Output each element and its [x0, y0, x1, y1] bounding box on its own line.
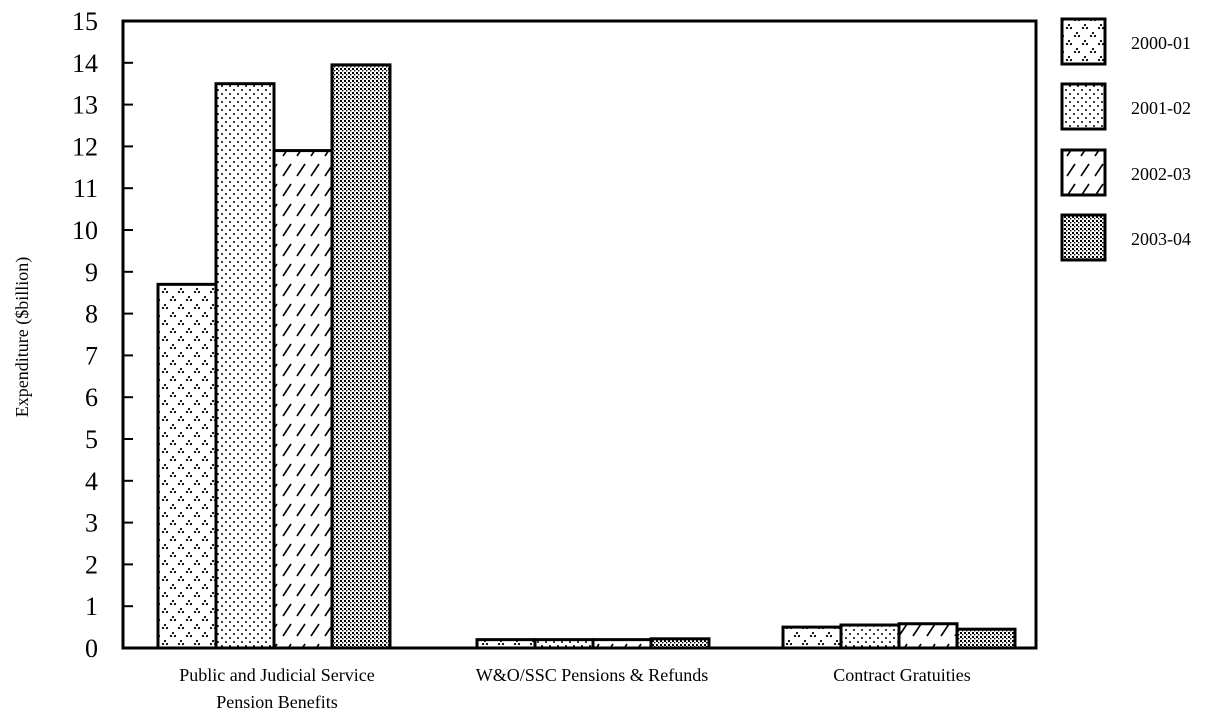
y-tick-label: 7 — [85, 341, 98, 370]
legend-label: 2002-03 — [1131, 164, 1191, 184]
x-category-label: Pension Benefits — [216, 692, 338, 712]
bar-2002-03-2 — [897, 622, 959, 650]
y-tick-label: 8 — [85, 300, 98, 329]
x-axis-labels: Public and Judicial Service Pension Benef… — [179, 665, 970, 712]
y-tick-label: 0 — [85, 634, 98, 663]
legend-label: 2003-04 — [1131, 229, 1191, 249]
y-tick-label: 6 — [85, 383, 98, 412]
y-tick-label: 2 — [85, 550, 98, 579]
x-category-label: Contract Gratuities — [833, 665, 970, 685]
bar-2000-01-1 — [475, 638, 537, 650]
bar-2001-02-1 — [533, 638, 595, 650]
bar-2001-02-0 — [214, 82, 276, 650]
y-tick-label: 5 — [85, 425, 98, 454]
y-tick-label: 11 — [73, 174, 98, 203]
x-category-label: Public and Judicial Service — [179, 665, 374, 685]
bar-2003-04-0 — [330, 63, 392, 650]
y-tick-label: 10 — [72, 216, 98, 245]
legend-swatch — [1060, 213, 1107, 262]
bar-2003-04-1 — [649, 637, 711, 650]
bar-2000-01-2 — [781, 625, 843, 650]
y-tick-label: 3 — [85, 509, 98, 538]
bar-2003-04-2 — [955, 627, 1017, 650]
y-tick-label: 9 — [85, 258, 98, 287]
bar-2001-02-2 — [839, 623, 901, 650]
y-tick-label: 1 — [85, 592, 98, 621]
legend-swatch — [1060, 82, 1107, 131]
x-category-label: W&O/SSC Pensions & Refunds — [476, 665, 709, 685]
legend-label: 2001-02 — [1131, 98, 1191, 118]
bar-2000-01-0 — [156, 282, 218, 650]
y-tick-label: 4 — [85, 467, 98, 496]
legend-swatch — [1060, 148, 1107, 197]
y-tick-label: 14 — [72, 49, 98, 78]
legend: 2000-01 2001-02 2002-03 2003-04 — [1060, 17, 1191, 262]
bars — [156, 63, 1017, 650]
y-tick-label: 12 — [72, 132, 98, 161]
y-tick-label: 13 — [72, 91, 98, 120]
bar-2002-03-1 — [591, 638, 653, 650]
legend-label: 2000-01 — [1131, 33, 1191, 53]
legend-swatch — [1060, 17, 1107, 66]
y-axis-title: Expenditure ($billion) — [12, 257, 33, 417]
bar-2002-03-0 — [272, 149, 334, 650]
y-tick-label: 15 — [72, 7, 98, 36]
